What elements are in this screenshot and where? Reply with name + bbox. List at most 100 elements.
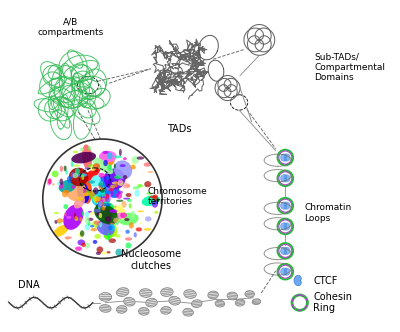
Polygon shape <box>280 247 287 255</box>
Ellipse shape <box>98 173 105 178</box>
Ellipse shape <box>98 204 100 209</box>
Ellipse shape <box>78 239 85 246</box>
Ellipse shape <box>121 201 127 208</box>
Ellipse shape <box>126 243 131 248</box>
Ellipse shape <box>75 174 82 177</box>
Ellipse shape <box>109 224 115 231</box>
Ellipse shape <box>98 201 102 207</box>
Polygon shape <box>284 175 290 182</box>
Ellipse shape <box>215 300 225 307</box>
Ellipse shape <box>115 183 118 191</box>
Ellipse shape <box>54 212 59 214</box>
Ellipse shape <box>107 187 111 191</box>
Polygon shape <box>280 268 287 275</box>
Ellipse shape <box>127 199 131 202</box>
Ellipse shape <box>102 186 105 194</box>
Ellipse shape <box>245 290 254 297</box>
Ellipse shape <box>120 204 123 210</box>
Ellipse shape <box>123 175 127 180</box>
Ellipse shape <box>66 216 71 219</box>
Ellipse shape <box>100 304 111 312</box>
Ellipse shape <box>101 204 106 210</box>
Ellipse shape <box>252 299 261 304</box>
Ellipse shape <box>85 224 90 230</box>
Ellipse shape <box>73 165 80 167</box>
Ellipse shape <box>77 197 84 201</box>
Ellipse shape <box>71 185 75 189</box>
Ellipse shape <box>96 211 100 216</box>
Ellipse shape <box>101 192 106 200</box>
Ellipse shape <box>133 186 139 190</box>
Ellipse shape <box>114 164 116 169</box>
Ellipse shape <box>94 197 101 202</box>
Ellipse shape <box>152 194 158 202</box>
Ellipse shape <box>137 184 143 188</box>
Ellipse shape <box>80 168 100 183</box>
Ellipse shape <box>110 188 114 191</box>
Ellipse shape <box>101 198 106 202</box>
Ellipse shape <box>96 246 103 253</box>
Ellipse shape <box>129 203 132 208</box>
Ellipse shape <box>102 218 117 237</box>
Polygon shape <box>280 223 287 230</box>
Ellipse shape <box>114 175 121 179</box>
Ellipse shape <box>83 188 86 196</box>
Ellipse shape <box>83 190 89 195</box>
Ellipse shape <box>100 199 103 202</box>
Ellipse shape <box>98 203 103 208</box>
Ellipse shape <box>85 190 89 196</box>
Ellipse shape <box>119 149 122 156</box>
Ellipse shape <box>118 180 124 186</box>
Ellipse shape <box>92 220 99 228</box>
Polygon shape <box>284 202 290 209</box>
Ellipse shape <box>134 190 140 197</box>
Ellipse shape <box>67 176 72 183</box>
Polygon shape <box>284 223 290 230</box>
Ellipse shape <box>125 237 132 241</box>
Ellipse shape <box>99 151 117 162</box>
Ellipse shape <box>58 222 61 225</box>
Ellipse shape <box>81 243 86 247</box>
Ellipse shape <box>80 217 82 221</box>
Ellipse shape <box>104 168 125 189</box>
Ellipse shape <box>47 179 51 186</box>
Ellipse shape <box>57 182 61 186</box>
Ellipse shape <box>81 174 84 180</box>
Ellipse shape <box>134 232 137 237</box>
Ellipse shape <box>138 307 149 315</box>
Ellipse shape <box>156 198 160 202</box>
Ellipse shape <box>116 288 129 296</box>
Ellipse shape <box>110 191 113 196</box>
Polygon shape <box>294 275 301 286</box>
Ellipse shape <box>144 181 151 187</box>
Ellipse shape <box>132 156 139 164</box>
Ellipse shape <box>71 161 73 167</box>
Ellipse shape <box>92 196 98 202</box>
Ellipse shape <box>125 184 130 188</box>
Ellipse shape <box>75 246 82 251</box>
Ellipse shape <box>146 298 157 307</box>
Ellipse shape <box>130 211 135 218</box>
Ellipse shape <box>100 199 103 203</box>
Ellipse shape <box>108 188 114 192</box>
Ellipse shape <box>99 176 120 198</box>
Ellipse shape <box>90 192 95 197</box>
Ellipse shape <box>88 211 92 213</box>
Ellipse shape <box>82 211 84 216</box>
Ellipse shape <box>117 212 124 219</box>
Ellipse shape <box>110 209 115 213</box>
Ellipse shape <box>63 204 68 209</box>
Ellipse shape <box>114 234 121 237</box>
Ellipse shape <box>137 210 144 212</box>
Ellipse shape <box>107 233 110 241</box>
Ellipse shape <box>64 166 67 171</box>
Ellipse shape <box>136 227 142 231</box>
Ellipse shape <box>150 196 156 198</box>
Ellipse shape <box>77 182 89 203</box>
Ellipse shape <box>161 288 173 296</box>
Ellipse shape <box>96 220 115 236</box>
Ellipse shape <box>125 194 128 196</box>
Ellipse shape <box>94 209 101 212</box>
Ellipse shape <box>96 202 103 205</box>
Ellipse shape <box>74 212 76 219</box>
